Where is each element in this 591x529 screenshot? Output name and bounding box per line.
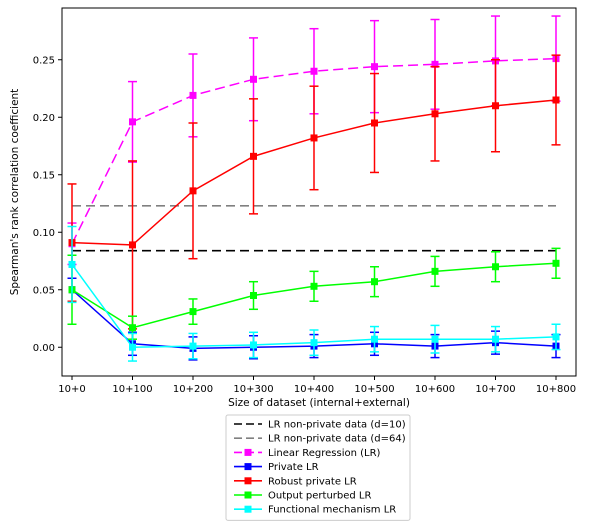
data-point <box>250 341 257 349</box>
x-tick-label: 10+700 <box>475 384 515 395</box>
legend-label: LR non-private data (d=64) <box>268 434 406 445</box>
x-tick-label: 10+800 <box>536 384 576 395</box>
data-point <box>310 67 318 75</box>
data-point <box>250 75 257 83</box>
data-point <box>129 324 136 332</box>
legend-label: LR non-private data (d=10) <box>268 420 406 431</box>
legend-marker <box>244 491 252 499</box>
legend-label: Private LR <box>268 462 319 473</box>
data-point <box>371 335 378 343</box>
plot-area <box>67 15 561 362</box>
y-tick-label: 0.25 <box>33 55 55 66</box>
y-tick-label: 0.15 <box>33 170 55 181</box>
x-axis: 10+0 10+100 10+200 10+300 10+400 10+500 10+600… <box>58 376 576 395</box>
data-point <box>310 282 318 290</box>
data-point <box>492 335 499 343</box>
y-tick-label: 0.20 <box>33 113 55 124</box>
legend-label: Output perturbed LR <box>268 491 371 502</box>
legend-label: Robust private LR <box>268 476 357 487</box>
data-point <box>431 110 439 118</box>
legend-marker <box>244 505 252 513</box>
data-point <box>492 102 499 110</box>
series-group <box>67 225 561 362</box>
data-point <box>431 267 439 275</box>
data-point <box>129 241 136 249</box>
legend-marker <box>244 448 252 456</box>
x-tick-label: 10+200 <box>173 384 213 395</box>
data-point <box>189 91 197 99</box>
legend-label: Linear Regression (LR) <box>268 448 381 459</box>
data-point <box>492 263 499 271</box>
legend-label: Functional mechanism LR <box>268 505 396 516</box>
legend: LR non-private data (d=10) LR non-private… <box>225 414 411 521</box>
data-point <box>310 134 318 142</box>
data-point <box>371 119 378 127</box>
data-point <box>552 96 560 104</box>
legend-marker <box>244 477 252 485</box>
x-axis-label: Size of dataset (internal+external) <box>228 397 410 409</box>
plot-frame <box>61 7 577 377</box>
data-point <box>68 260 76 268</box>
x-tick-label: 10+400 <box>294 384 334 395</box>
y-axis: 0.00 0.05 0.10 0.15 0.20 0.25 <box>33 55 62 354</box>
x-tick-label: 10+300 <box>233 384 273 395</box>
data-point <box>189 308 197 316</box>
data-point <box>371 278 378 286</box>
y-tick-label: 0.00 <box>33 343 55 354</box>
data-point <box>552 333 560 341</box>
data-point <box>189 342 197 350</box>
y-tick-label: 0.10 <box>33 228 55 239</box>
data-point <box>552 259 560 267</box>
data-point <box>250 152 257 160</box>
series-line <box>71 57 557 245</box>
x-tick-label: 10+600 <box>415 384 455 395</box>
data-point <box>250 292 257 299</box>
series-group <box>67 247 561 340</box>
data-point <box>129 118 136 126</box>
x-tick-label: 10+100 <box>112 384 152 395</box>
data-point <box>310 339 318 347</box>
legend-box <box>225 414 411 521</box>
y-axis-label: Spearman's rank correlation coefficient <box>9 89 21 296</box>
x-tick-label: 10+0 <box>58 384 85 395</box>
data-point <box>371 63 378 71</box>
x-tick-label: 10+500 <box>354 384 394 395</box>
y-tick-label: 0.05 <box>33 285 55 296</box>
data-point <box>431 335 439 343</box>
legend-marker <box>244 463 252 471</box>
data-point <box>431 60 439 68</box>
data-point <box>129 343 136 351</box>
data-point <box>189 187 197 195</box>
